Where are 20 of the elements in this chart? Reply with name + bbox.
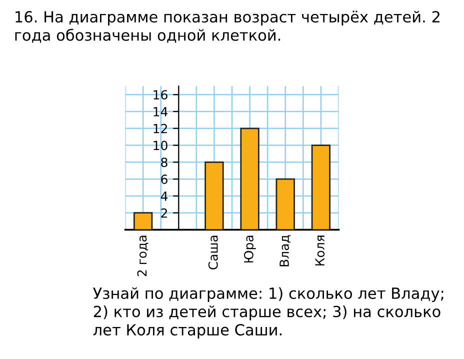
x-tick-label: Влад (280, 235, 291, 266)
bar (240, 128, 260, 230)
y-tick-label: 8 (161, 158, 168, 168)
y-tick-label: 14 (154, 107, 168, 116)
y-tick-label: 2 (161, 208, 167, 218)
y-tick-label: 6 (161, 174, 168, 184)
bar (204, 161, 224, 230)
x-tick-label: Саша (208, 236, 218, 270)
y-tick-label: 10 (154, 140, 168, 150)
bar (276, 178, 295, 230)
chart-title: 16. На диаграмме показан возраст четырёх детей. 2 года обозначены одной клеткой. (15, 10, 440, 43)
y-tick-label: 16 (154, 90, 168, 100)
bar (133, 212, 153, 230)
y-tick-label: 12 (154, 124, 167, 134)
x-tick-label: Юра (244, 236, 256, 262)
x-tick-label: 2 года (137, 236, 148, 276)
bar (311, 144, 331, 230)
y-tick-label: 4 (160, 192, 168, 201)
text: Узнай по диаграмме: 1) сколько лет Владу; 2) кто из детей старше всех; 3) на сколько лет Коля старше Саши. (93, 287, 444, 339)
x-tick-label: Коля (315, 236, 325, 266)
